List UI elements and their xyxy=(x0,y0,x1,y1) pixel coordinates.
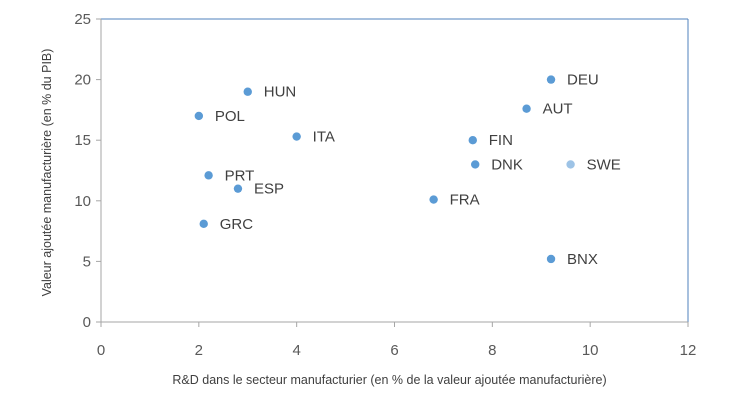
y-axis-title: Valeur ajoutée manufacturière (en % du P… xyxy=(40,49,54,297)
data-point-bnx: BNX xyxy=(546,251,598,268)
data-point-ita: ITA xyxy=(292,129,335,146)
data-point-swe: SWE xyxy=(566,156,621,173)
x-tick-label: 12 xyxy=(680,342,697,359)
point-label: POL xyxy=(215,108,245,125)
y-tick-label: 5 xyxy=(83,253,91,270)
point-marker xyxy=(194,111,204,121)
data-point-pol: POL xyxy=(194,108,245,125)
y-tick-label: 20 xyxy=(74,72,91,89)
plot-frame xyxy=(100,18,689,323)
x-axis-title: R&D dans le secteur manufacturier (en % … xyxy=(172,373,606,387)
y-axis-ticks: 0 5 10 15 20 25 xyxy=(74,11,101,331)
point-label: BNX xyxy=(567,251,598,268)
y-tick-label: 15 xyxy=(74,132,91,149)
point-marker xyxy=(546,75,556,84)
point-marker xyxy=(243,87,252,96)
point-label: FRA xyxy=(450,192,480,209)
point-label: HUN xyxy=(264,84,297,101)
y-tick-label: 25 xyxy=(74,11,91,28)
data-point-deu: DEU xyxy=(546,72,599,89)
point-marker xyxy=(522,104,531,113)
y-tick-label: 0 xyxy=(83,314,91,331)
point-label: ESP xyxy=(254,181,284,198)
point-marker xyxy=(471,160,480,169)
x-tick-label: 0 xyxy=(97,342,105,359)
data-point-grc: GRC xyxy=(199,216,254,233)
point-marker xyxy=(204,171,213,180)
point-label: DNK xyxy=(491,156,523,173)
point-marker xyxy=(566,160,575,169)
point-marker xyxy=(429,195,438,204)
point-marker xyxy=(292,132,301,141)
x-axis-ticks: 0 2 4 6 8 10 12 xyxy=(97,322,697,359)
data-point-hun: HUN xyxy=(243,84,297,101)
x-tick-label: 10 xyxy=(582,342,599,359)
x-tick-label: 2 xyxy=(195,342,203,359)
point-marker xyxy=(233,184,243,193)
data-point-prt: PRT xyxy=(204,167,254,184)
x-tick-label: 6 xyxy=(390,342,398,359)
point-label: ITA xyxy=(313,129,335,146)
data-point-dnk: DNK xyxy=(471,156,523,173)
y-tick-label: 10 xyxy=(74,193,91,210)
x-tick-label: 8 xyxy=(488,342,496,359)
point-label: SWE xyxy=(587,156,621,173)
point-label: PRT xyxy=(225,167,255,184)
point-marker xyxy=(199,219,208,229)
point-label: FIN xyxy=(489,132,513,149)
point-marker xyxy=(546,254,556,264)
point-label: GRC xyxy=(220,216,254,233)
data-point-fin: FIN xyxy=(468,132,513,149)
point-marker xyxy=(468,136,477,145)
data-point-fra: FRA xyxy=(429,192,480,209)
point-label: DEU xyxy=(567,72,599,89)
point-label: AUT xyxy=(543,101,573,118)
x-tick-label: 4 xyxy=(292,342,300,359)
data-point-aut: AUT xyxy=(522,101,573,118)
data-point-esp: ESP xyxy=(233,181,284,198)
